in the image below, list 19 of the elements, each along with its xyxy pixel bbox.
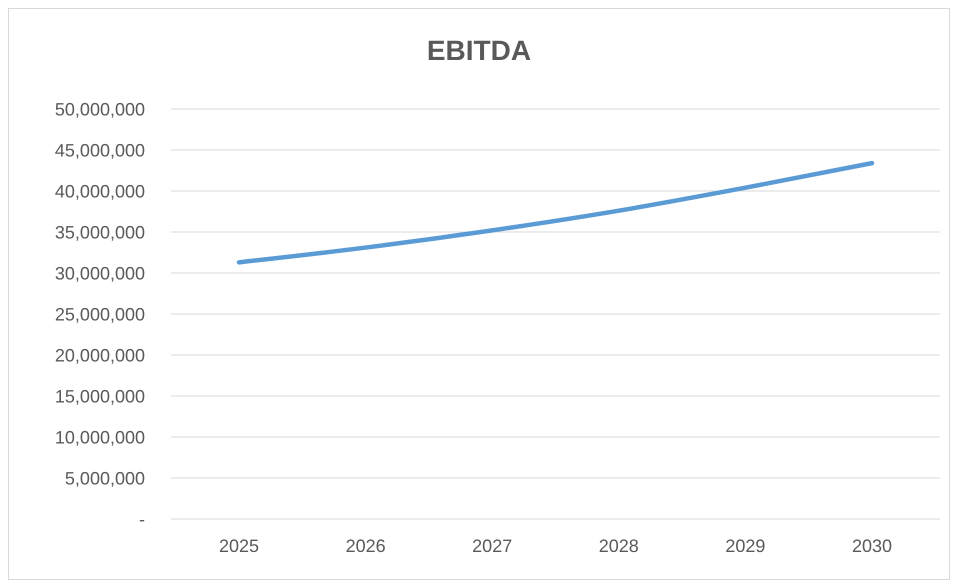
x-tick-label: 2025 [218,536,260,556]
y-tick-label: 5,000,000 [64,468,145,488]
x-tick-label: 2029 [725,536,766,556]
y-tick-label: 50,000,000 [54,99,145,120]
y-tick-label: 45,000,000 [54,140,145,160]
y-tick-label: 20,000,000 [54,345,145,366]
line-series [236,160,874,265]
x-tick-label: 2030 [852,536,892,556]
y-tick-label: - [139,509,145,530]
chart-title: EBITDA [426,35,532,67]
y-tick-label: 10,000,000 [54,427,145,448]
x-tick-label: 2028 [598,536,639,556]
y-tick-label: 30,000,000 [54,263,145,284]
y-tick-label: 35,000,000 [54,222,145,242]
y-tick-label: 15,000,000 [54,386,145,406]
x-tick-label: 2026 [346,536,386,556]
y-tick-label: 25,000,000 [54,304,145,324]
y-tick-label: 40,000,000 [54,181,145,202]
x-tick-label: 2027 [472,536,512,556]
